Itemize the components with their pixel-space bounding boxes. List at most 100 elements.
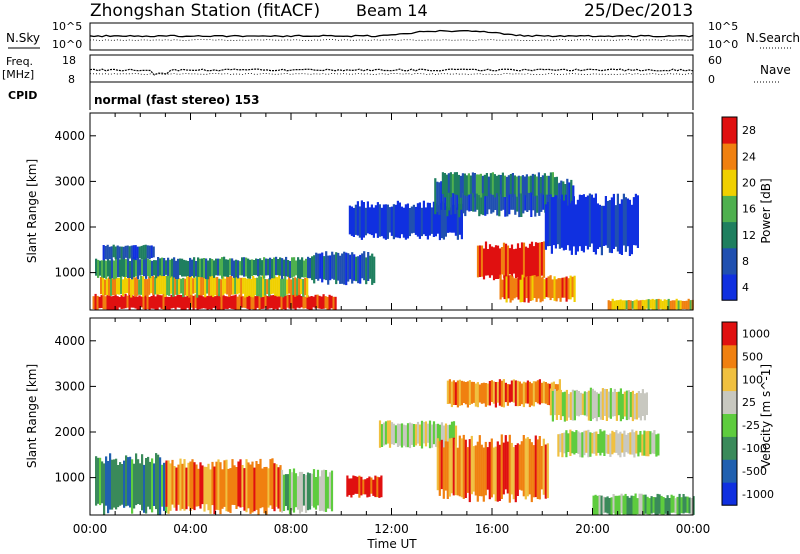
- heatmap-cell: [179, 458, 182, 511]
- heatmap-cell: [428, 420, 432, 449]
- heatmap-cell: [496, 245, 500, 279]
- heatmap-cell: [504, 382, 507, 403]
- heatmap-cell: [297, 257, 300, 279]
- heatmap-cell: [124, 245, 127, 258]
- heatmap-cell: [123, 257, 126, 277]
- heatmap-cell: [560, 194, 563, 248]
- heatmap-cell: [337, 252, 340, 281]
- heatmap-cell: [444, 423, 448, 446]
- heatmap-cell: [408, 208, 411, 237]
- heatmap-cell: [290, 294, 293, 309]
- heatmap-cell: [130, 245, 133, 258]
- heatmap-cell: [301, 257, 304, 278]
- heatmap-cell: [189, 461, 192, 511]
- heatmap-cell: [278, 296, 281, 308]
- heatmap-cell: [361, 253, 364, 279]
- nsky-series-line: [89, 29, 694, 38]
- heatmap-cell: [171, 258, 174, 277]
- heatmap-cell: [555, 176, 558, 196]
- heatmap-cell: [482, 382, 485, 404]
- heatmap-cell: [486, 249, 490, 276]
- heatmap-cell: [186, 276, 189, 296]
- heatmap-cell: [452, 180, 455, 218]
- heatmap-cell: [531, 173, 534, 195]
- heatmap-cell: [292, 277, 295, 296]
- heatmap-cell: [300, 278, 303, 294]
- heatmap-cell: [187, 462, 190, 507]
- heatmap-cell: [623, 300, 626, 310]
- heatmap-cell: [452, 421, 456, 445]
- heatmap-cell: [268, 278, 271, 297]
- heatmap-cell: [282, 278, 285, 298]
- heatmap-cell: [663, 299, 666, 310]
- heatmap-cell: [480, 245, 484, 277]
- heatmap-cell: [252, 276, 255, 298]
- heatmap-cell: [519, 176, 522, 194]
- heatmap-cell: [97, 259, 100, 278]
- heatmap-cell: [306, 295, 309, 310]
- heatmap-cell: [240, 277, 243, 297]
- heatmap-cell: [311, 256, 314, 281]
- heatmap-cell: [281, 258, 284, 279]
- heatmap-cell: [348, 205, 351, 235]
- colorbar-swatch: [722, 143, 737, 170]
- y-tick-label: 3000: [54, 379, 85, 393]
- heatmap-cell: [294, 294, 297, 310]
- heatmap-cell: [168, 296, 171, 310]
- heatmap-cell: [440, 422, 444, 444]
- heatmap-cell: [176, 279, 179, 295]
- heatmap-cell: [193, 462, 196, 511]
- heatmap-cell: [304, 475, 308, 513]
- heatmap-cell: [119, 259, 122, 278]
- heatmap-cell: [343, 251, 346, 285]
- heatmap-cell: [661, 300, 664, 310]
- heatmap-cell: [231, 258, 234, 277]
- heatmap-cell: [638, 493, 641, 515]
- heatmap-cell: [386, 204, 389, 239]
- colorbar-swatch: [722, 274, 737, 301]
- heatmap-cell: [488, 441, 491, 500]
- heatmap-cell: [264, 294, 267, 308]
- heatmap-cell: [408, 422, 412, 449]
- heatmap-cell: [573, 275, 576, 302]
- heatmap-cell: [594, 494, 597, 515]
- heatmap-cell: [215, 258, 218, 276]
- heatmap-cell: [368, 207, 371, 235]
- heatmap-cell: [116, 296, 119, 310]
- heatmap-cell: [635, 299, 638, 310]
- heatmap-cell: [289, 261, 292, 279]
- heatmap-cell: [442, 425, 446, 448]
- heatmap-cell: [627, 300, 630, 310]
- heatmap-cell: [308, 296, 311, 310]
- heatmap-cell: [609, 433, 612, 457]
- heatmap-cell: [236, 275, 239, 295]
- heatmap-cell: [136, 276, 139, 296]
- heatmap-cell: [291, 257, 294, 278]
- heatmap-cell: [121, 464, 124, 505]
- heatmap-cell: [148, 245, 151, 260]
- heatmap-cell: [458, 379, 461, 406]
- heatmap-cell: [640, 493, 643, 515]
- heatmap-cell: [610, 497, 613, 515]
- heatmap-cell: [205, 258, 208, 280]
- heatmap-cell: [208, 296, 211, 310]
- heatmap-cell: [354, 476, 357, 494]
- heatmap-cell: [254, 277, 257, 296]
- heatmap-cell: [565, 389, 568, 421]
- heatmap-cell: [625, 434, 628, 453]
- nave-series-line: [89, 72, 694, 76]
- heatmap-cell: [506, 441, 509, 494]
- heatmap-cell: [489, 173, 492, 194]
- heatmap-cell: [566, 205, 569, 246]
- heatmap-cell: [217, 459, 220, 511]
- heatmap-cell: [388, 207, 391, 233]
- heatmap-cell: [105, 260, 108, 279]
- heatmap-cell: [341, 253, 344, 284]
- heatmap-cell: [169, 259, 172, 278]
- heatmap-cell: [462, 185, 465, 214]
- heatmap-cell: [542, 438, 545, 495]
- heatmap-cell: [524, 382, 527, 404]
- heatmap-cell: [185, 260, 188, 277]
- heatmap-cell: [213, 466, 216, 515]
- heatmap-cell: [506, 185, 509, 217]
